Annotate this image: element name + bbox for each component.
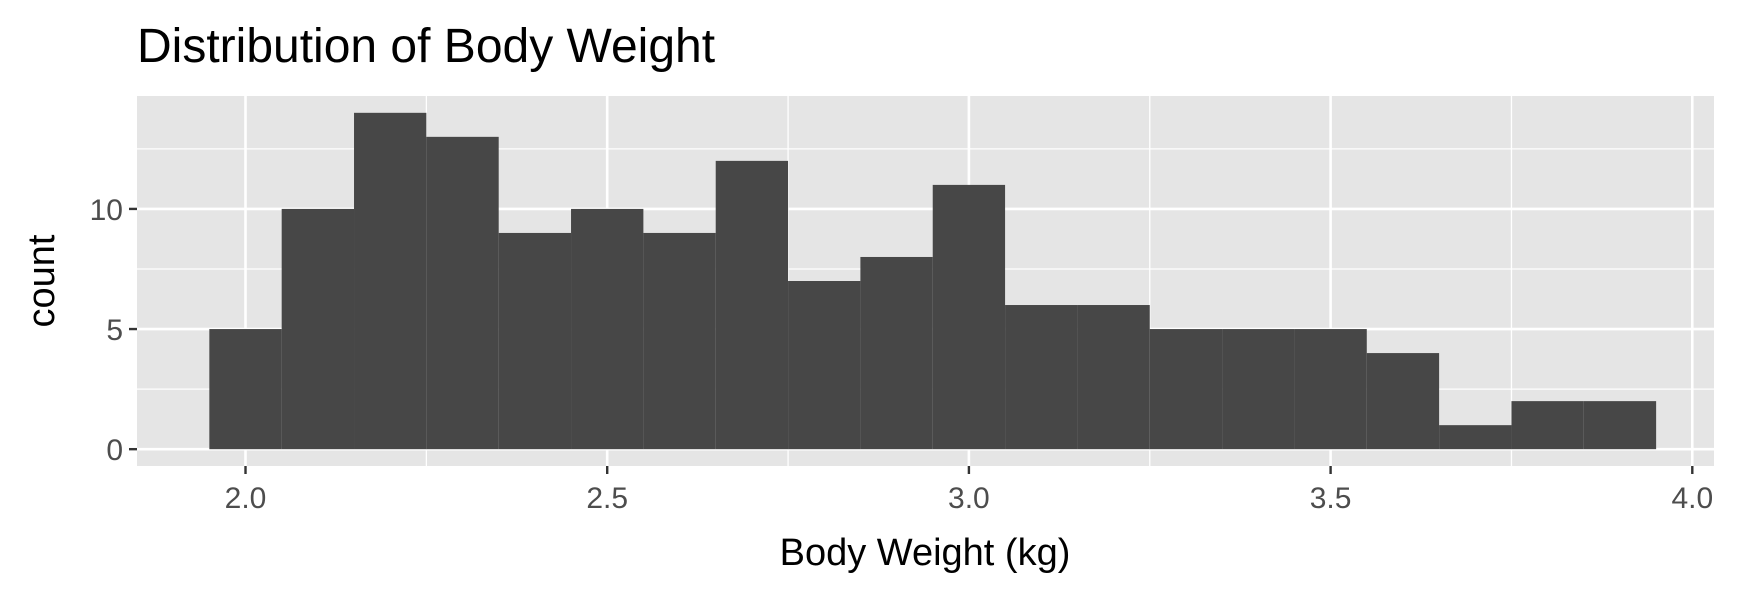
x-axis: 2.0 2.5 3.0 3.5 4.0 <box>225 466 1713 515</box>
histogram-bars <box>209 112 1657 450</box>
x-tick-label: 3.5 <box>1310 482 1352 515</box>
histogram-bar <box>1149 329 1223 450</box>
histogram-bar <box>788 281 861 450</box>
histogram-bar <box>426 136 499 450</box>
x-tick-label: 4.0 <box>1671 482 1713 515</box>
x-tick-label: 2.0 <box>225 482 267 515</box>
chart-title: Distribution of Body Weight <box>137 20 715 73</box>
y-tick-label: 10 <box>90 194 123 227</box>
x-tick-label: 2.5 <box>586 482 628 515</box>
histogram-bar <box>1511 401 1584 450</box>
histogram-bar <box>571 208 644 450</box>
histogram-bar <box>1077 305 1150 450</box>
histogram-bar <box>1366 353 1440 450</box>
histogram-bar <box>209 329 282 450</box>
histogram-bar <box>1583 401 1657 450</box>
histogram-bar <box>932 184 1006 450</box>
x-axis-title: Body Weight (kg) <box>780 532 1071 574</box>
y-axis: 0 5 10 <box>90 194 137 467</box>
y-axis-title: count <box>21 234 63 327</box>
histogram-bar <box>1005 305 1078 450</box>
histogram-bar <box>281 208 355 450</box>
y-tick-label: 5 <box>106 314 123 347</box>
histogram-bar <box>498 232 572 450</box>
histogram-bar <box>715 160 789 450</box>
histogram-bar <box>1294 329 1367 450</box>
histogram-bar <box>1222 329 1295 450</box>
histogram-bar <box>643 232 716 450</box>
histogram-bar <box>860 256 933 450</box>
histogram-bar <box>1439 425 1512 450</box>
x-tick-label: 3.0 <box>948 482 990 515</box>
histogram-bar <box>354 112 427 450</box>
y-tick-label: 0 <box>106 434 123 467</box>
